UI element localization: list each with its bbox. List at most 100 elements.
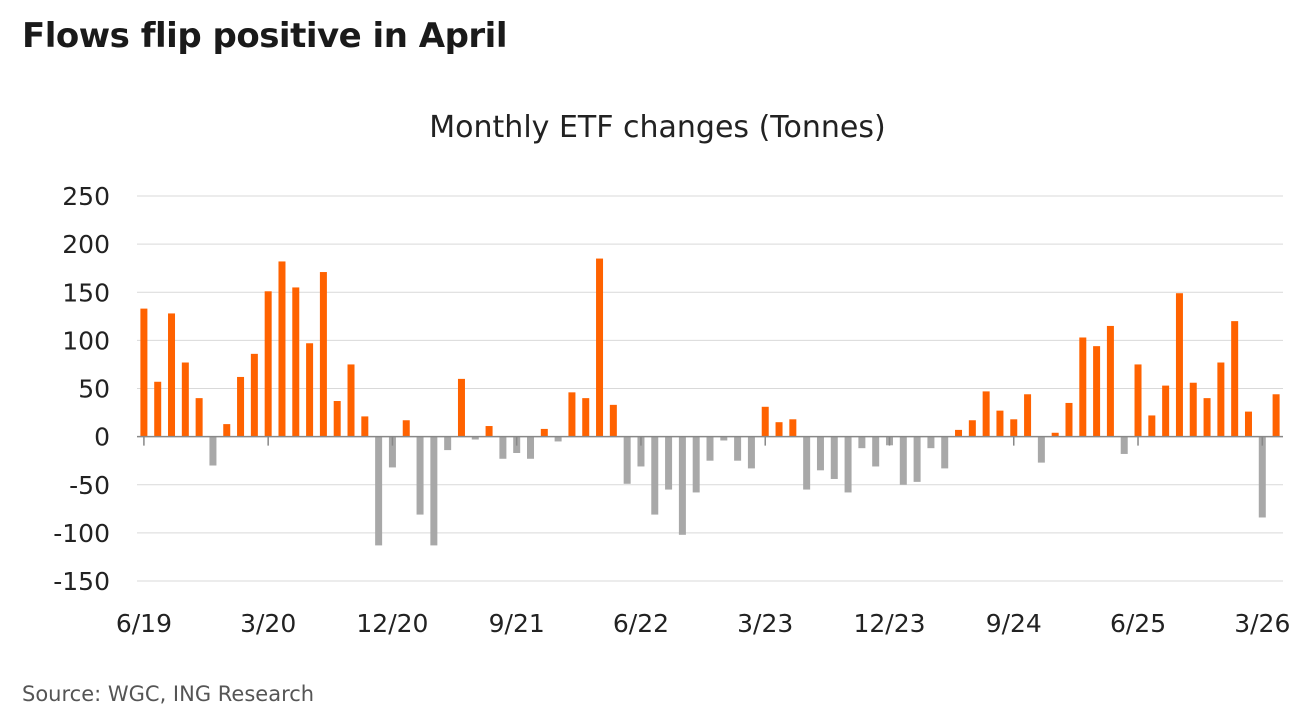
bar: [568, 392, 576, 437]
bar: [899, 436, 907, 485]
bar: [444, 436, 452, 451]
source-note: Source: WGC, ING Research: [22, 682, 315, 706]
y-tick-label: 0: [94, 423, 110, 452]
bar: [237, 376, 245, 437]
bar: [816, 436, 824, 471]
bar: [1175, 293, 1183, 437]
bar: [747, 436, 755, 469]
bar: [775, 422, 783, 437]
bar: [333, 401, 341, 437]
chart-headline: Flows flip positive in April: [22, 16, 507, 56]
bar: [844, 436, 852, 493]
y-tick-label: -100: [53, 519, 110, 548]
bar: [195, 398, 203, 437]
bar: [499, 436, 507, 459]
x-tick-label: 6/19: [116, 609, 172, 638]
bar: [1093, 346, 1101, 437]
bar: [1010, 419, 1018, 437]
x-tick-label: 3/23: [737, 609, 793, 638]
bar: [1148, 415, 1156, 437]
bar: [430, 436, 438, 546]
bar: [292, 287, 300, 437]
bar: [720, 436, 728, 441]
bar: [319, 272, 327, 437]
bar: [678, 436, 686, 535]
bar: [1079, 337, 1087, 437]
x-tick-label: 3/26: [1234, 609, 1290, 638]
bar: [596, 258, 604, 437]
y-tick-label: 250: [62, 182, 110, 211]
bar: [375, 436, 383, 546]
x-tick-label: 9/21: [489, 609, 545, 638]
bar: [665, 436, 673, 490]
bar: [140, 308, 148, 437]
bar: [1217, 362, 1225, 437]
bar: [582, 398, 590, 437]
bar: [540, 428, 548, 437]
bar: [154, 381, 162, 437]
bar: [1065, 402, 1073, 437]
bar: [209, 436, 217, 466]
bar: [734, 436, 742, 461]
bar: [485, 426, 493, 437]
x-tick-label: 6/25: [1110, 609, 1166, 638]
bar: [609, 404, 617, 437]
bar: [1203, 398, 1211, 437]
bar: [1134, 364, 1142, 437]
y-tick-label: -150: [53, 567, 110, 596]
bar: [968, 420, 976, 437]
bar: [996, 410, 1004, 437]
y-tick-label: 100: [62, 326, 110, 355]
bar: [1189, 382, 1197, 437]
bar: [223, 424, 231, 437]
bar: [803, 436, 811, 490]
bar: [941, 436, 949, 469]
bar: [1272, 394, 1280, 437]
bar: [637, 436, 645, 467]
bar: [913, 436, 921, 482]
bar: [1258, 436, 1266, 518]
y-tick-label: 200: [62, 230, 110, 259]
x-tick-label: 6/22: [613, 609, 669, 638]
x-tick-label: 3/20: [240, 609, 296, 638]
bar: [361, 416, 369, 437]
bar: [651, 436, 659, 515]
bar: [181, 362, 189, 437]
x-tick-label: 12/23: [853, 609, 925, 638]
bar: [306, 343, 314, 437]
bar: [982, 391, 990, 437]
bar: [1051, 432, 1059, 437]
bar: [264, 291, 272, 437]
y-tick-label: 50: [78, 375, 110, 404]
bar: [1120, 436, 1128, 454]
bar: [1231, 321, 1239, 437]
bar: [1244, 411, 1252, 437]
bar: [402, 420, 410, 437]
bar: [457, 378, 465, 437]
y-tick-label: -50: [69, 471, 110, 500]
bar: [168, 313, 176, 437]
bar: [416, 436, 424, 515]
bar: [471, 436, 479, 440]
bar: [388, 436, 396, 468]
bar: [706, 436, 714, 461]
bar: [623, 436, 631, 484]
bar: [858, 436, 866, 449]
bar: [278, 261, 286, 437]
y-tick-label: 150: [62, 278, 110, 307]
x-tick-label: 9/24: [986, 609, 1042, 638]
bar: [789, 419, 797, 437]
bar: [761, 406, 769, 437]
bar: [250, 353, 258, 437]
bar: [1037, 436, 1045, 463]
bar: [347, 364, 355, 437]
bar: [872, 436, 880, 467]
bar: [955, 429, 963, 437]
bar: [830, 436, 838, 479]
bar: [1106, 325, 1114, 437]
bar: [692, 436, 700, 493]
chart-title: Monthly ETF changes (Tonnes): [429, 110, 886, 145]
x-tick-label: 12/20: [356, 609, 428, 638]
bar: [554, 436, 562, 442]
